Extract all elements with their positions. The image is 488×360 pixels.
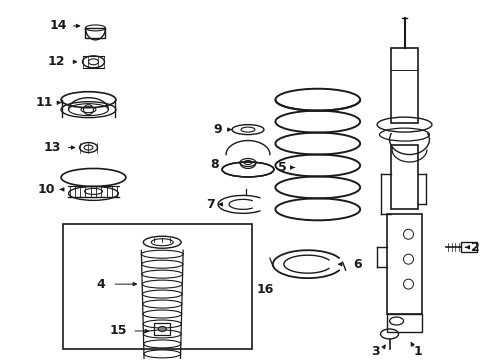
Text: 15: 15 xyxy=(109,324,127,337)
Text: 1: 1 xyxy=(412,345,421,359)
Bar xyxy=(390,145,418,210)
Bar xyxy=(154,323,170,335)
Text: 12: 12 xyxy=(48,55,65,68)
Text: 8: 8 xyxy=(209,158,218,171)
Bar xyxy=(390,48,418,123)
Text: 16: 16 xyxy=(256,283,273,296)
Text: 6: 6 xyxy=(353,258,361,271)
Bar xyxy=(460,242,476,252)
Bar xyxy=(85,28,105,38)
Bar xyxy=(386,314,422,332)
Text: 13: 13 xyxy=(44,141,61,154)
Text: 7: 7 xyxy=(205,198,214,211)
Text: 4: 4 xyxy=(96,278,104,291)
Bar xyxy=(386,214,422,314)
Text: 3: 3 xyxy=(370,345,379,359)
Text: 2: 2 xyxy=(470,241,479,254)
Text: 10: 10 xyxy=(38,183,55,196)
Text: 11: 11 xyxy=(36,96,53,109)
Text: 9: 9 xyxy=(213,123,222,136)
Bar xyxy=(62,224,251,349)
Text: 14: 14 xyxy=(50,19,67,32)
Text: 5: 5 xyxy=(277,161,285,174)
